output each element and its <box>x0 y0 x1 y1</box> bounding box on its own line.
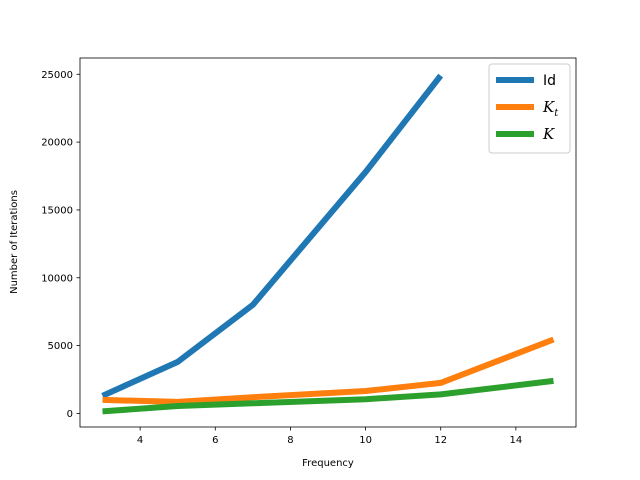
y-tick-label-2: 10000 <box>41 273 73 284</box>
x-tick-label-5: 14 <box>510 435 523 446</box>
y-tick-label-0: 0 <box>67 409 73 420</box>
axes-frame <box>79 57 577 428</box>
legend-label-0: Id <box>543 73 556 89</box>
series-line-1 <box>102 336 555 405</box>
legend-label-1: Kt <box>542 98 559 119</box>
y-axis-title: Number of Iterations <box>9 190 20 294</box>
x-tick-label-1: 6 <box>212 435 218 446</box>
x-tick-label-4: 12 <box>434 435 447 446</box>
series-line-0 <box>101 73 444 399</box>
series-line-2 <box>102 377 554 415</box>
x-tick-label-0: 4 <box>137 435 143 446</box>
legend-label-2: K <box>542 125 555 143</box>
x-tick-label-2: 8 <box>287 435 293 446</box>
y-tick-label-5: 25000 <box>41 70 73 81</box>
axis-ticks: 4 6 8 10 12 14 0 5000 10000 15000 20000 25000 <box>41 57 577 446</box>
y-tick-label-1: 5000 <box>48 341 73 352</box>
y-tick-label-4: 20000 <box>41 138 73 149</box>
legend: Id Kt K <box>488 63 571 154</box>
x-axis-title: Frequency <box>302 458 354 469</box>
y-tick-label-3: 15000 <box>41 205 73 216</box>
plot-area <box>101 73 555 415</box>
x-tick-label-3: 10 <box>359 435 372 446</box>
